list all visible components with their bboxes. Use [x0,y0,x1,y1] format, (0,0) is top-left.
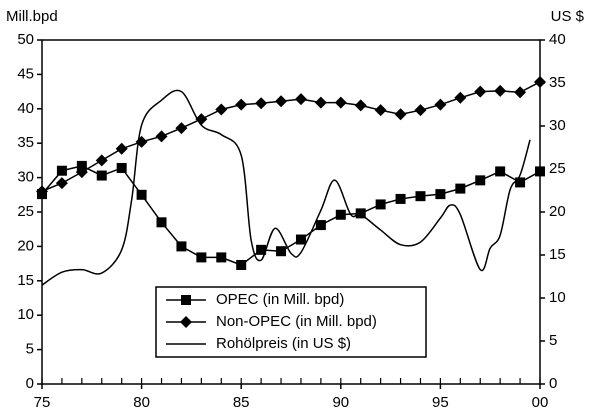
square-marker [495,166,506,177]
square-marker [56,165,67,176]
square-marker [415,191,426,202]
diamond-marker [454,91,467,104]
diamond-marker [95,154,108,167]
diamond-marker [334,96,347,109]
diamond-marker [235,98,248,111]
y2-tick-label: 10 [549,289,566,306]
y-tick-label: 35 [17,134,34,151]
square-marker [375,199,386,210]
square-marker [276,246,287,257]
y2-axis-title: US $ [551,8,585,25]
diamond-marker [75,166,88,179]
y2-tick-label: 40 [549,31,566,48]
y2-tick-label: 0 [549,375,557,392]
series-line [41,89,531,286]
square-marker [435,189,446,200]
y-tick-label: 45 [17,65,34,82]
y-tick-label: 15 [17,272,34,289]
diamond-marker [215,103,228,116]
legend-label: OPEC (in Mill. bpd) [216,291,344,308]
square-marker [216,252,227,263]
x-tick-label: 75 [34,394,51,411]
square-marker [116,162,127,173]
square-marker [176,241,187,252]
square-marker [475,175,486,186]
square-marker [335,209,346,220]
square-marker [535,166,545,177]
diamond-marker [314,96,327,109]
diamond-marker [155,130,168,143]
x-tick-label: 90 [332,394,349,411]
y-tick-label: 30 [17,169,34,186]
diamond-marker [180,316,192,328]
diamond-marker [514,86,527,99]
diamond-marker [255,97,268,110]
square-marker [455,183,466,194]
square-marker [76,160,87,171]
square-marker [315,220,326,231]
square-marker [355,208,366,219]
diamond-marker [115,142,128,155]
diamond-marker [494,84,507,97]
y-tick-label: 25 [17,203,34,220]
y-tick-label: 40 [17,100,34,117]
diamond-marker [354,99,367,112]
y-tick-label: 10 [17,306,34,323]
diamond-marker [374,104,387,117]
y2-tick-label: 20 [549,203,566,220]
diamond-marker [55,177,68,190]
square-marker [236,259,247,270]
square-marker [196,252,207,263]
x-tick-label: 95 [432,394,449,411]
diamond-marker [534,75,546,88]
y-axis-title: Mill.bpd [6,8,58,25]
y-tick-label: 20 [17,237,34,254]
x-tick-label: 80 [133,394,150,411]
y2-tick-label: 15 [549,246,566,263]
square-marker [295,234,306,245]
square-marker [256,244,267,255]
square-marker [395,193,406,204]
x-tick-label: 00 [532,394,549,411]
y2-tick-label: 30 [549,117,566,134]
series-line [41,165,541,266]
diamond-marker [414,104,427,117]
legend-label: Non-OPEC (in Mill. bpd) [216,313,377,330]
x-tick-label: 85 [233,394,250,411]
square-marker [181,295,191,305]
square-marker [96,170,107,181]
diamond-marker [394,108,407,121]
y2-tick-label: 5 [549,332,557,349]
y2-tick-label: 35 [549,74,566,91]
diamond-marker [434,98,447,111]
y2-tick-label: 25 [549,160,566,177]
diamond-marker [36,185,48,198]
square-marker [136,189,147,200]
legend-label: Rohölpreis (in US $) [216,335,351,352]
square-marker [515,177,526,188]
diamond-marker [294,93,307,106]
diamond-marker [275,95,288,108]
diamond-marker [175,122,188,135]
diamond-marker [474,85,487,98]
square-marker [156,217,167,228]
y-tick-label: 50 [17,31,34,48]
y-tick-label: 5 [26,341,34,358]
y-tick-label: 0 [26,375,34,392]
